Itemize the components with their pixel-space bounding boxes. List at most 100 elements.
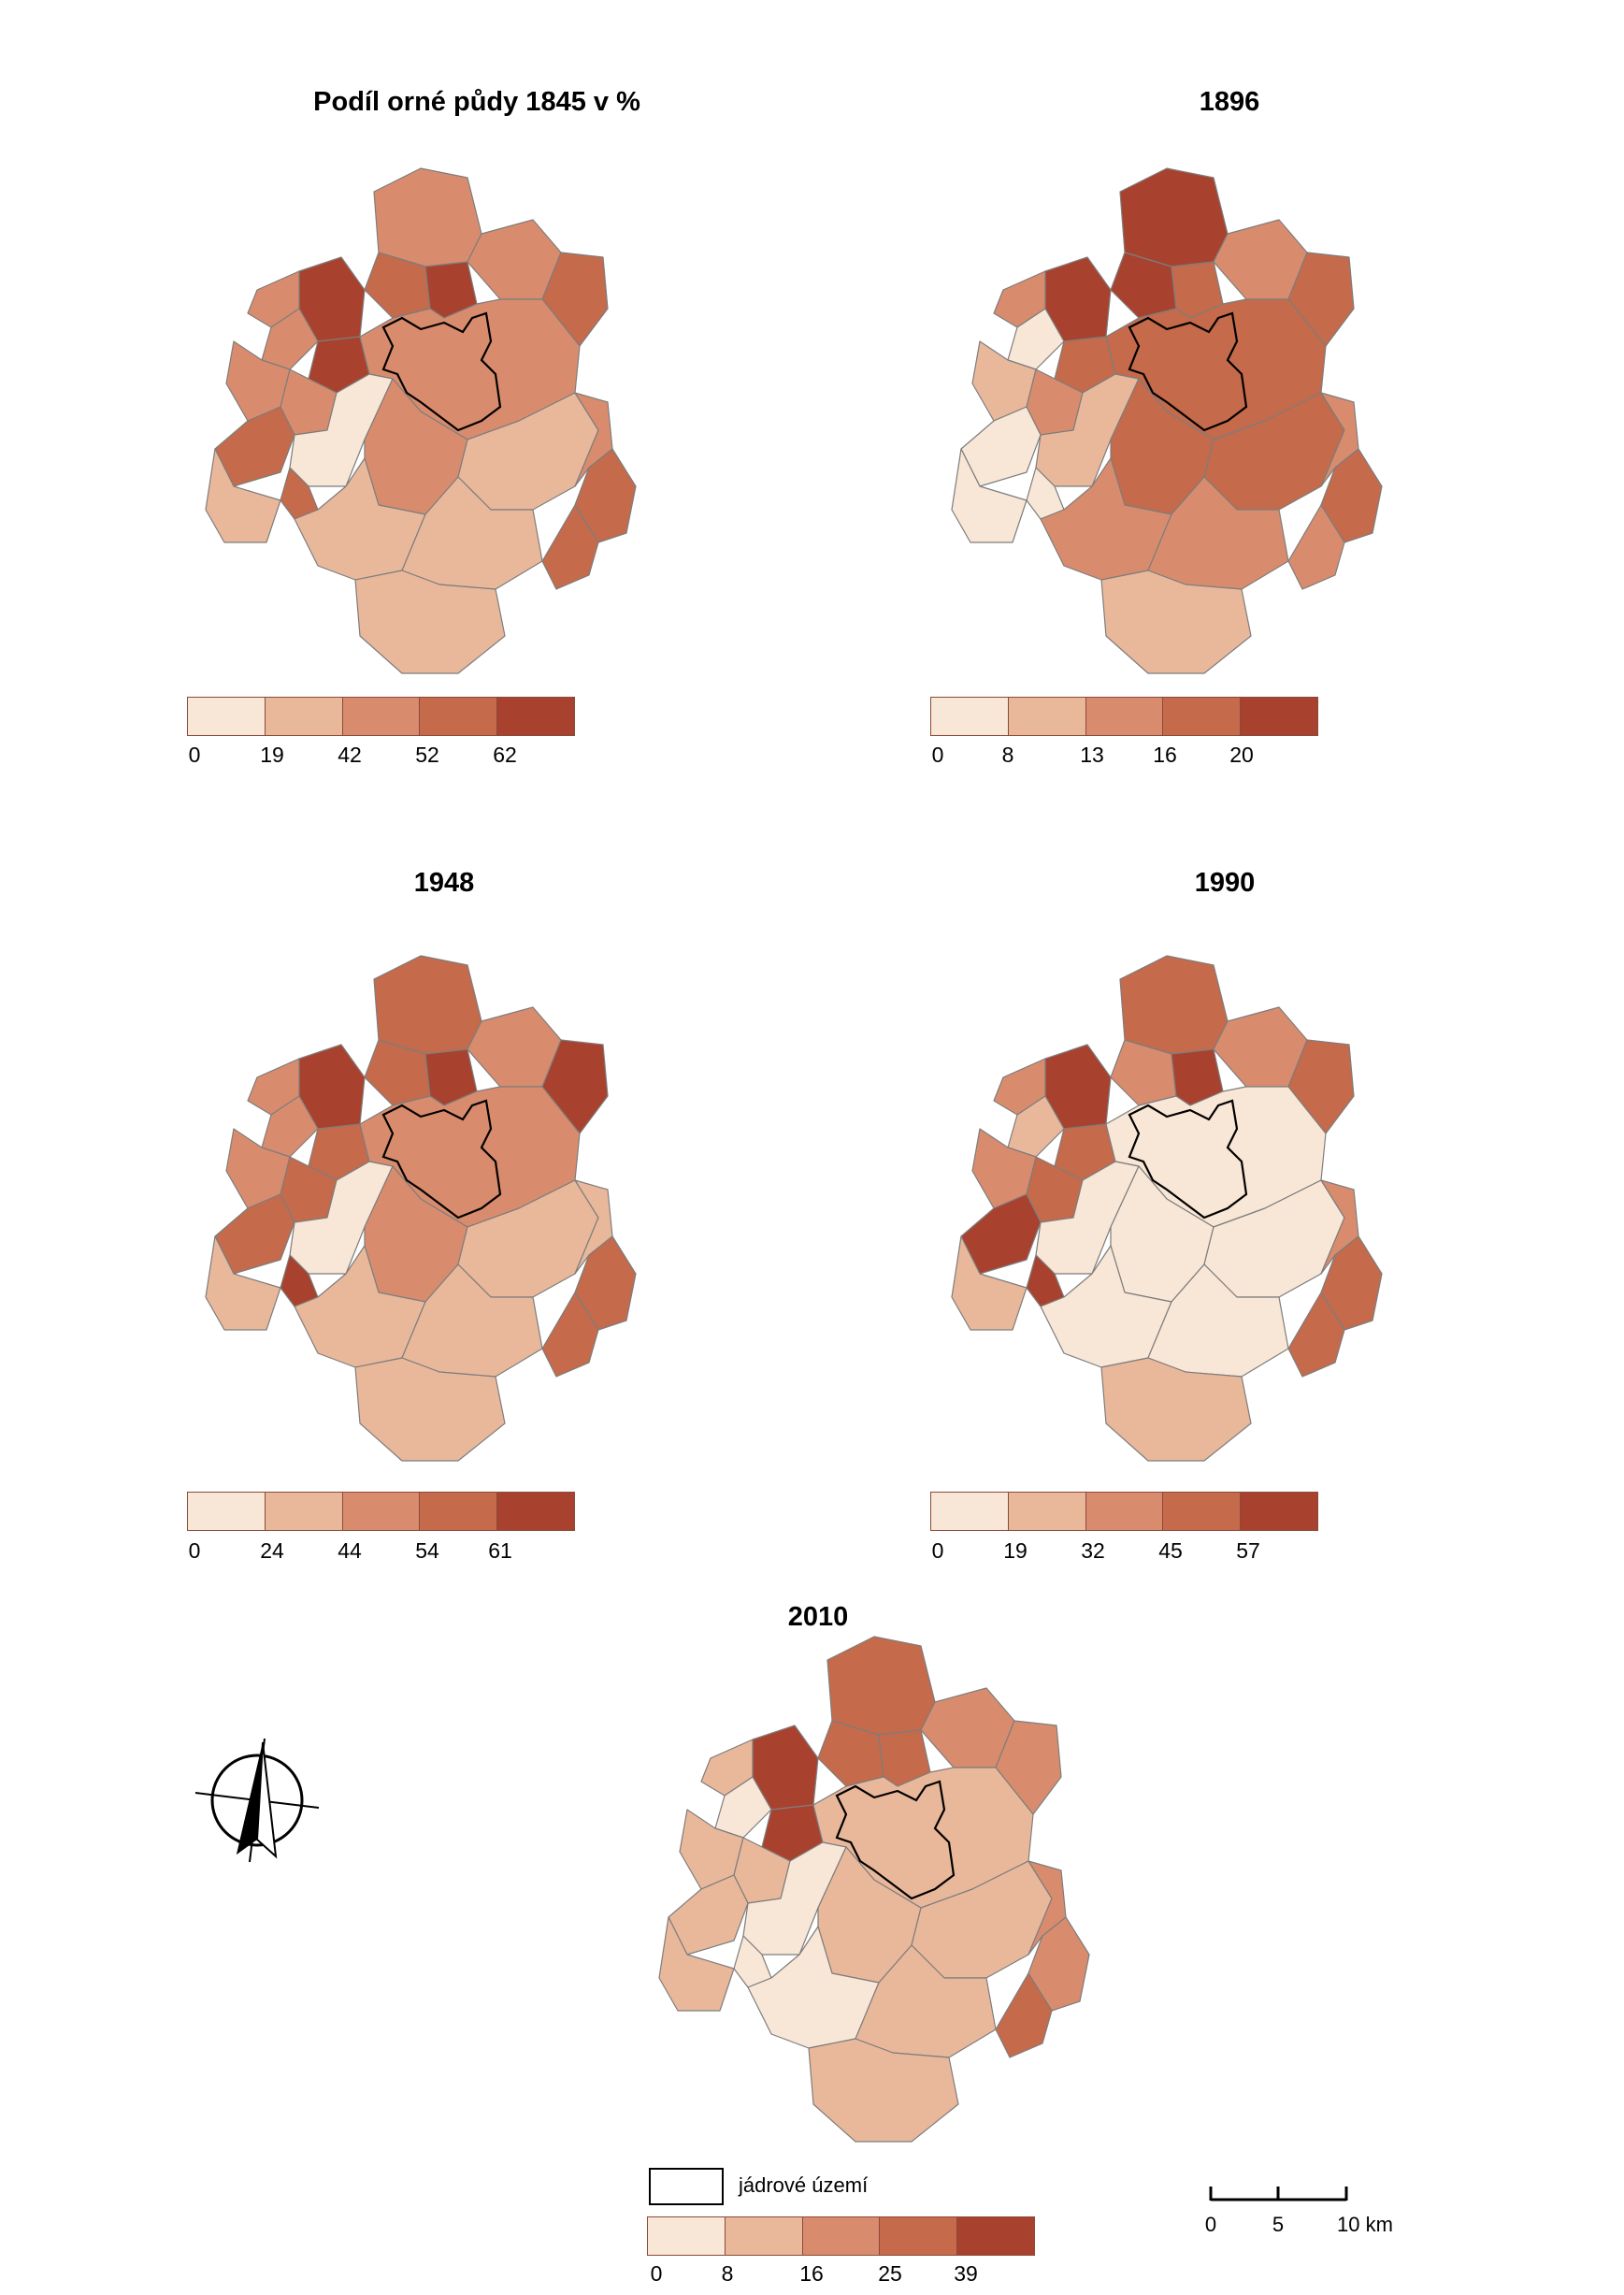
map-region — [205, 1235, 281, 1331]
legend-swatch — [1085, 698, 1164, 735]
legend-swatch — [1163, 698, 1242, 735]
legend-tick: 0 — [931, 1538, 944, 1563]
scale-tick: 10 km — [1337, 2213, 1393, 2236]
north-arrow-icon — [194, 1738, 320, 1863]
map-region — [1119, 955, 1229, 1055]
core-territory-outline — [381, 311, 502, 432]
map-region — [1119, 167, 1229, 267]
map-region — [1287, 504, 1345, 590]
legend-1990 — [930, 1492, 1318, 1531]
core-territory-outline — [1128, 311, 1248, 432]
map-region — [951, 1235, 1028, 1331]
map-region — [995, 1720, 1062, 1815]
legend-tick: 20 — [1229, 743, 1254, 767]
legend-tick: 45 — [1158, 1538, 1183, 1563]
legend-swatch — [497, 1493, 574, 1530]
legend-tick: 52 — [415, 743, 439, 767]
legend-tick: 54 — [415, 1538, 439, 1563]
legend-swatch — [497, 698, 574, 735]
legend-swatch — [420, 698, 498, 735]
legend-swatch — [1008, 1493, 1086, 1530]
title-1845: Podíl orné půdy 1845 v % — [313, 87, 640, 117]
map-region — [1287, 1292, 1345, 1378]
legend-tick: 0 — [650, 2261, 663, 2286]
map-region — [995, 1972, 1053, 2058]
map-region — [1100, 570, 1252, 674]
legend-tick: 0 — [188, 1538, 201, 1563]
legend-swatch — [1241, 1493, 1317, 1530]
legend-swatch — [1163, 1493, 1242, 1530]
legend-tick: 8 — [721, 2261, 734, 2286]
map-region — [658, 1916, 735, 2012]
legend-tick: 0 — [931, 743, 944, 767]
core-territory-swatch — [649, 2168, 724, 2205]
legend-swatch — [880, 2217, 958, 2255]
map-region — [1007, 308, 1065, 370]
core-territory-outline — [1128, 1099, 1248, 1220]
legend-tick: 19 — [260, 743, 284, 767]
map-region — [1007, 1095, 1065, 1158]
legend-tick: 42 — [338, 743, 362, 767]
map-region — [951, 448, 1028, 543]
legend-swatch — [265, 1493, 343, 1530]
map-region — [1100, 1357, 1252, 1462]
legend-tick: 39 — [954, 2261, 978, 2286]
legend-swatch — [265, 698, 343, 735]
legend-tick: 0 — [188, 743, 201, 767]
legend-swatch — [931, 1493, 1009, 1530]
map-region — [354, 1357, 506, 1462]
map-region — [261, 1095, 319, 1158]
map-1845 — [205, 167, 637, 674]
legend-2010 — [647, 2216, 1035, 2256]
map-region — [541, 252, 609, 347]
legend-1896 — [930, 697, 1318, 736]
title-1948: 1948 — [413, 868, 475, 898]
legend-swatch — [957, 2217, 1034, 2255]
legend-swatch — [420, 1493, 498, 1530]
legend-tick: 44 — [338, 1538, 362, 1563]
legend-swatch — [342, 698, 421, 735]
scale-tick: 0 — [1204, 2213, 1217, 2236]
map-region — [261, 308, 319, 370]
map-1990 — [951, 955, 1383, 1462]
map-region — [714, 1776, 772, 1839]
map-region — [541, 1039, 609, 1134]
map-1896 — [951, 167, 1383, 674]
legend-tick: 16 — [799, 2261, 824, 2286]
core-territory-label: jádrové území — [739, 2173, 869, 2197]
core-territory-outline — [381, 1099, 502, 1220]
legend-swatch — [1085, 1493, 1164, 1530]
map-region — [205, 448, 281, 543]
map-region — [373, 167, 482, 267]
map-region — [826, 1636, 936, 1736]
legend-1845 — [187, 697, 575, 736]
legend-tick: 57 — [1236, 1538, 1260, 1563]
scale-tick: 5 — [1272, 2213, 1285, 2236]
legend-swatch — [931, 698, 1009, 735]
title-1896: 1896 — [1199, 87, 1260, 117]
legend-1948 — [187, 1492, 575, 1531]
legend-swatch — [802, 2217, 881, 2255]
legend-tick: 24 — [260, 1538, 284, 1563]
legend-tick: 16 — [1153, 743, 1177, 767]
legend-swatch — [1241, 698, 1317, 735]
core-territory-outline — [835, 1780, 956, 1900]
map-2010 — [658, 1636, 1090, 2143]
legend-swatch — [648, 2217, 726, 2255]
map-region — [1287, 1039, 1355, 1134]
legend-tick: 19 — [1003, 1538, 1028, 1563]
legend-tick: 25 — [878, 2261, 902, 2286]
map-region — [1287, 252, 1355, 347]
legend-swatch — [1008, 698, 1086, 735]
scale-bar — [1209, 2187, 1348, 2201]
title-1990: 1990 — [1194, 868, 1256, 898]
map-region — [373, 955, 482, 1055]
map-1948 — [205, 955, 637, 1462]
map-region — [354, 570, 506, 674]
map-region — [808, 2038, 959, 2143]
legend-tick: 32 — [1081, 1538, 1105, 1563]
legend-swatch — [188, 1493, 266, 1530]
legend-tick: 61 — [488, 1538, 512, 1563]
map-region — [541, 504, 599, 590]
title-2010: 2010 — [787, 1602, 849, 1632]
